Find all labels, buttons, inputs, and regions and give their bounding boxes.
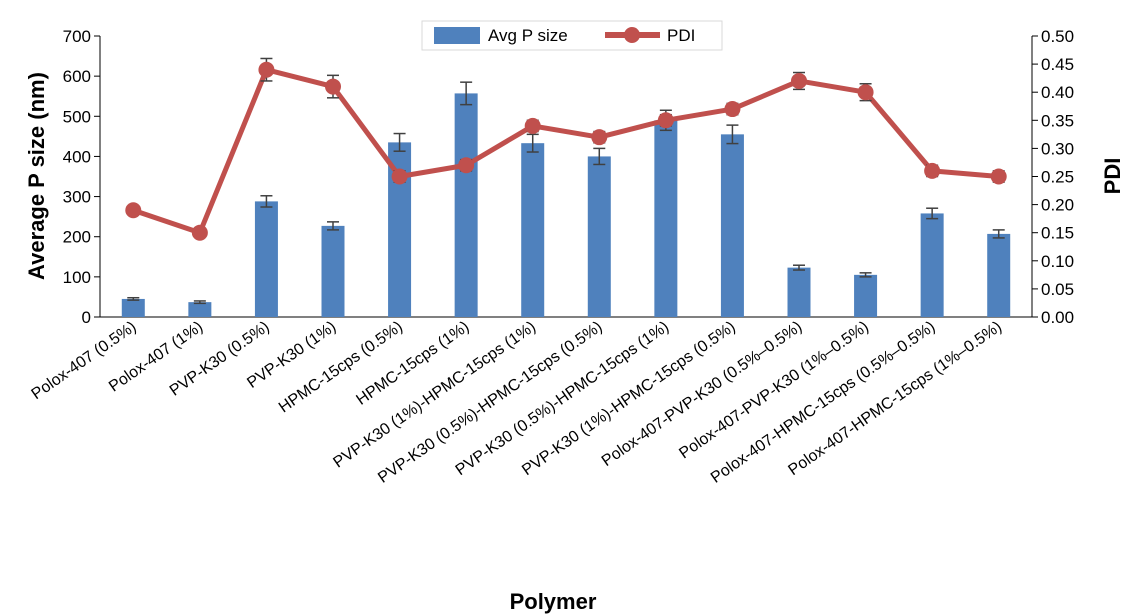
y2-tick-label: 0.35 xyxy=(1041,111,1074,130)
bar xyxy=(720,134,744,317)
legend-swatch-avg-p-size xyxy=(434,27,480,44)
bar-series xyxy=(121,93,1011,317)
bar xyxy=(920,213,944,317)
pdi-point xyxy=(325,78,341,95)
pdi-point xyxy=(924,162,941,179)
line-series xyxy=(125,57,1007,241)
x-axis-title: Polymer xyxy=(510,589,597,614)
y-axis-title: Average P size (nm) xyxy=(24,72,49,280)
pdi-point xyxy=(458,157,475,174)
category-labels: Polox-407 (0.5%)Polox-407 (1%)PVP-K30 (0… xyxy=(29,318,1005,486)
y-tick-label: 200 xyxy=(63,228,91,247)
pdi-line xyxy=(132,67,999,236)
y-tick-label: 300 xyxy=(63,188,91,207)
bar xyxy=(987,233,1011,317)
pdi-point xyxy=(791,72,807,89)
pdi-point xyxy=(591,129,608,146)
y2-tick-label: 0.15 xyxy=(1041,224,1074,243)
y2-axis-title: PDI xyxy=(1100,158,1125,195)
bar-error-bars xyxy=(127,81,1005,305)
y2-tick-label: 0.30 xyxy=(1041,139,1074,158)
bar xyxy=(121,298,145,317)
bar xyxy=(321,225,345,317)
legend-label-pdi: PDI xyxy=(667,26,695,45)
pdi-point xyxy=(258,61,275,78)
y-tick-label: 0 xyxy=(82,308,91,327)
y2-tick-label: 0.40 xyxy=(1041,83,1074,102)
chart-axes: 0 100 200 300 400 500 600 700 0.00 0.05 0.10 0.15 0.… xyxy=(63,27,1074,327)
y2-tick-label: 0.45 xyxy=(1041,55,1074,74)
category-label: HPMC-15cps (1%) xyxy=(353,318,472,408)
bar xyxy=(654,120,678,317)
y2-tick-label: 0.50 xyxy=(1041,27,1074,46)
y-tick-label: 100 xyxy=(63,268,91,287)
y-tick-label: 500 xyxy=(63,107,91,126)
y2-tick-label: 0.05 xyxy=(1041,280,1074,299)
legend-label-avg-p-size: Avg P size xyxy=(488,26,568,45)
bar xyxy=(854,274,878,317)
bar xyxy=(454,93,478,317)
y2-tick-label: 0.25 xyxy=(1041,168,1074,187)
category-label: HPMC-15cps (0.5%) xyxy=(276,318,406,416)
pdi-point xyxy=(724,101,741,118)
pdi-point xyxy=(391,168,408,185)
pdi-point xyxy=(857,84,874,101)
bar xyxy=(787,267,811,317)
legend-swatch-pdi-marker xyxy=(624,27,640,43)
pdi-point xyxy=(191,224,208,241)
y-tick-label: 600 xyxy=(63,67,91,86)
legend-box xyxy=(421,20,723,51)
bar xyxy=(388,142,412,317)
y-tick-label: 400 xyxy=(63,147,91,166)
pdi-point xyxy=(990,168,1007,185)
bar xyxy=(188,302,212,317)
y-tick-label: 700 xyxy=(63,27,91,46)
y2-tick-label: 0.20 xyxy=(1041,196,1074,215)
pdi-point xyxy=(125,202,142,219)
bar xyxy=(521,143,545,317)
legend: Avg P size PDI xyxy=(421,20,723,51)
y2-tick-label: 0.00 xyxy=(1041,308,1074,327)
y2-tick-label: 0.10 xyxy=(1041,252,1074,271)
bar xyxy=(587,156,611,317)
pdi-point xyxy=(657,112,674,129)
pdi-point xyxy=(524,117,541,134)
bar xyxy=(254,201,278,317)
